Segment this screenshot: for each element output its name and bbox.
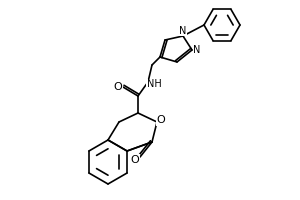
- Text: N: N: [193, 45, 201, 55]
- Text: NH: NH: [147, 79, 161, 89]
- Text: N: N: [179, 26, 187, 36]
- Text: O: O: [114, 82, 122, 92]
- Text: O: O: [130, 155, 140, 165]
- Text: O: O: [157, 115, 165, 125]
